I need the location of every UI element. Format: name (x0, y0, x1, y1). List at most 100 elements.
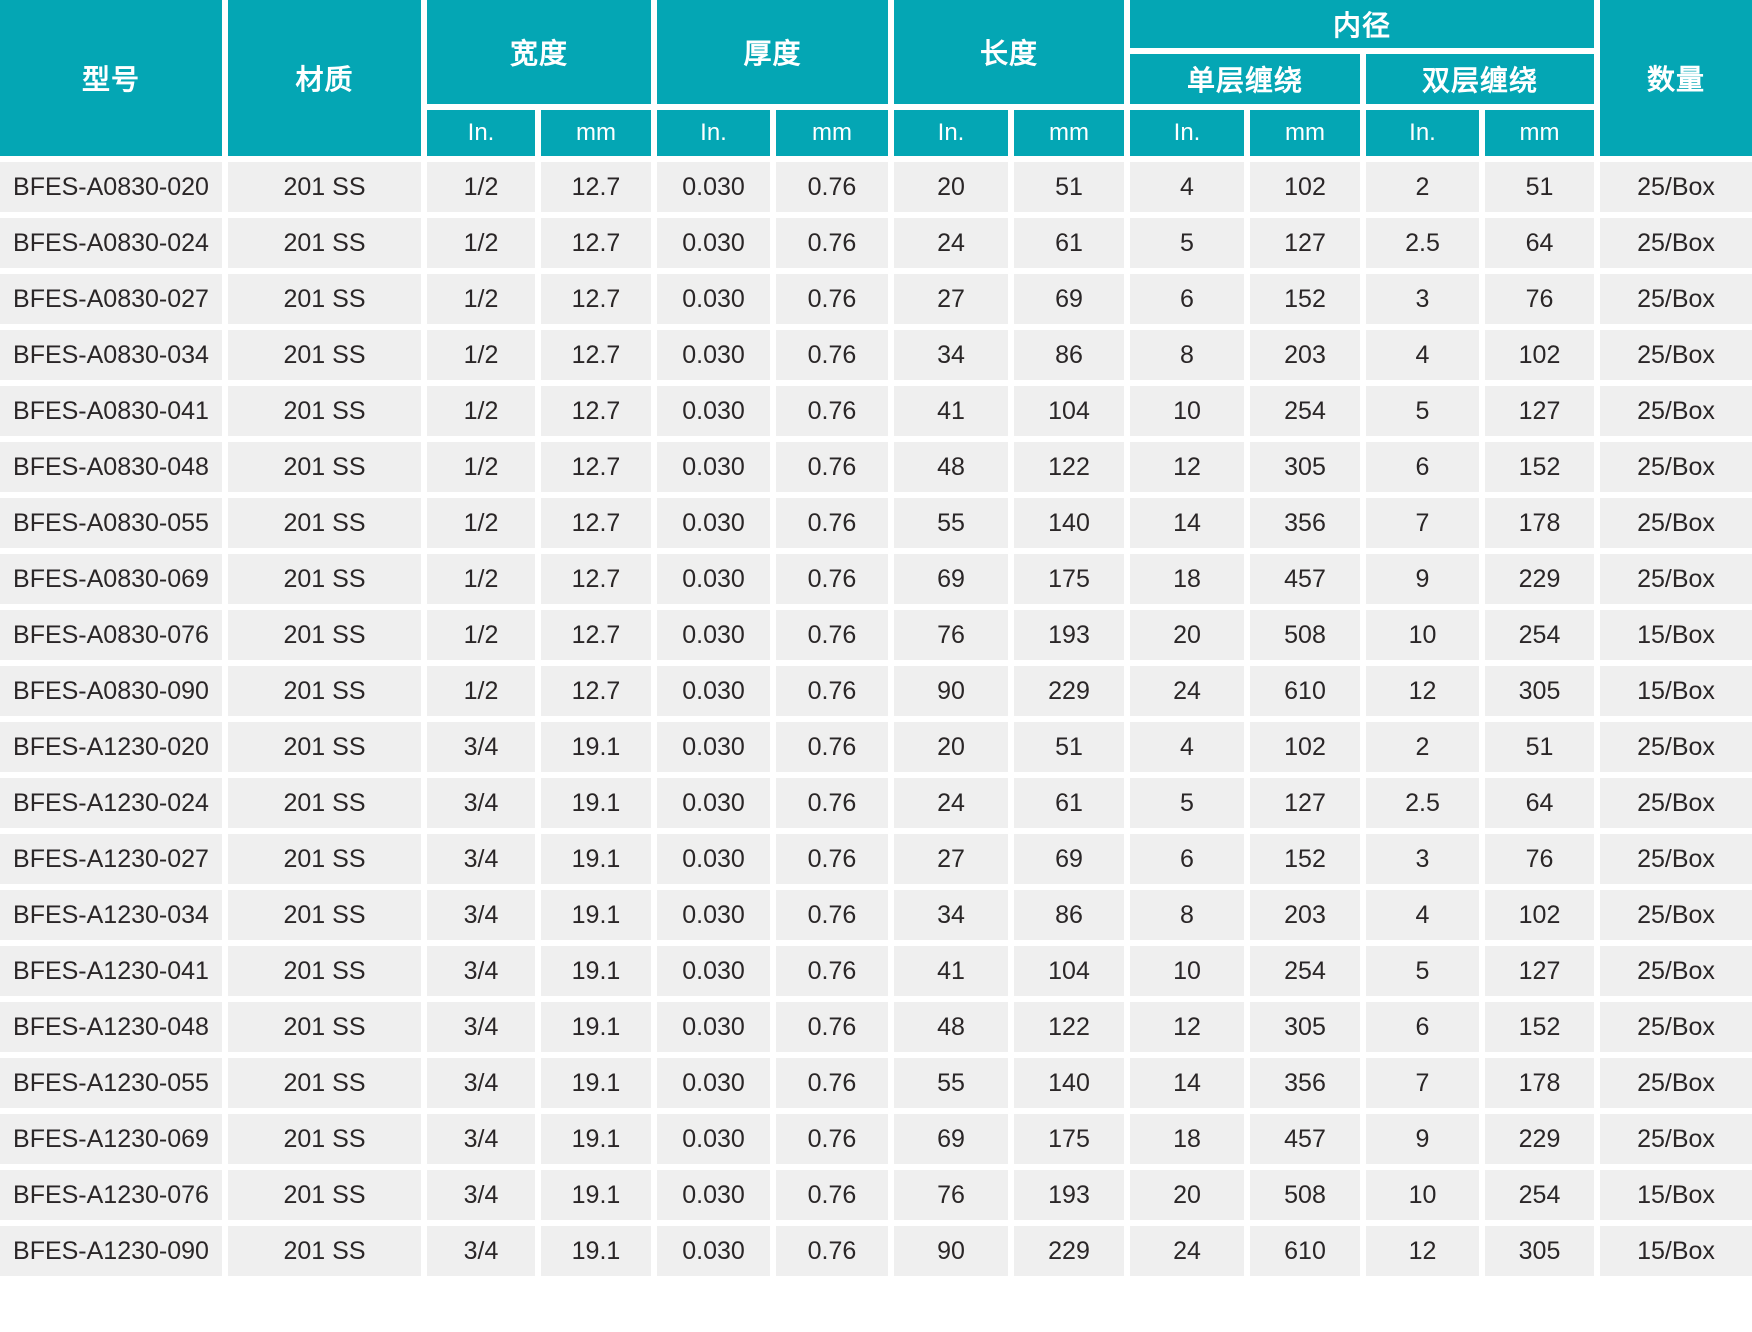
cell-thickness_in: 0.030 (657, 722, 770, 772)
cell-model: BFES-A1230-041 (0, 946, 222, 996)
cell-width_mm: 19.1 (541, 722, 651, 772)
cell-quantity: 25/Box (1600, 162, 1752, 212)
cell-thickness_mm: 0.76 (776, 1170, 888, 1220)
cell-thickness_mm: 0.76 (776, 274, 888, 324)
header-width-mm: mm (541, 110, 651, 156)
cell-length_in: 27 (894, 834, 1008, 884)
cell-single_mm: 152 (1250, 834, 1360, 884)
cell-single_in: 14 (1130, 1058, 1244, 1108)
table-row: BFES-A0830-090 201 SS 1/2 12.7 0.030 0.76 90 22… (0, 666, 1752, 716)
cell-width_mm: 19.1 (541, 890, 651, 940)
cell-single_mm: 610 (1250, 1226, 1360, 1276)
cell-length_in: 24 (894, 778, 1008, 828)
cell-length_in: 34 (894, 330, 1008, 380)
cell-width_mm: 12.7 (541, 330, 651, 380)
table-row: BFES-A0830-055 201 SS 1/2 12.7 0.030 0.76 55 14… (0, 498, 1752, 548)
cell-double_in: 3 (1366, 834, 1479, 884)
cell-length_mm: 69 (1014, 834, 1124, 884)
cell-length_mm: 175 (1014, 1114, 1124, 1164)
cell-double_mm: 102 (1485, 330, 1594, 380)
cell-material: 201 SS (228, 1226, 421, 1276)
cell-model: BFES-A1230-055 (0, 1058, 222, 1108)
product-spec-table: 型号 材质 宽度 厚度 长度 内径 数量 单层缠绕 双层缠绕 In. mm In… (0, 0, 1752, 1276)
cell-single_mm: 152 (1250, 274, 1360, 324)
cell-model: BFES-A0830-090 (0, 666, 222, 716)
cell-model: BFES-A0830-027 (0, 274, 222, 324)
cell-length_in: 90 (894, 666, 1008, 716)
cell-model: BFES-A0830-076 (0, 610, 222, 660)
header-inner-diameter: 内径 (1130, 0, 1594, 48)
cell-double_mm: 305 (1485, 1226, 1594, 1276)
cell-model: BFES-A1230-048 (0, 1002, 222, 1052)
table-row: BFES-A0830-041 201 SS 1/2 12.7 0.030 0.76 41 10… (0, 386, 1752, 436)
cell-model: BFES-A0830-020 (0, 162, 222, 212)
cell-width_mm: 19.1 (541, 1058, 651, 1108)
cell-length_mm: 229 (1014, 666, 1124, 716)
cell-length_mm: 193 (1014, 1170, 1124, 1220)
cell-single_mm: 610 (1250, 666, 1360, 716)
table-row: BFES-A1230-041 201 SS 3/4 19.1 0.030 0.76 41 10… (0, 946, 1752, 996)
cell-thickness_in: 0.030 (657, 1058, 770, 1108)
cell-double_in: 6 (1366, 442, 1479, 492)
cell-model: BFES-A0830-024 (0, 218, 222, 268)
header-double-mm: mm (1485, 110, 1594, 156)
cell-length_in: 20 (894, 162, 1008, 212)
cell-quantity: 25/Box (1600, 498, 1752, 548)
cell-single_mm: 305 (1250, 1002, 1360, 1052)
cell-double_mm: 64 (1485, 218, 1594, 268)
table-row: BFES-A0830-076 201 SS 1/2 12.7 0.030 0.76 76 19… (0, 610, 1752, 660)
cell-thickness_in: 0.030 (657, 1170, 770, 1220)
cell-material: 201 SS (228, 1114, 421, 1164)
cell-quantity: 15/Box (1600, 666, 1752, 716)
cell-thickness_in: 0.030 (657, 498, 770, 548)
cell-double_mm: 64 (1485, 778, 1594, 828)
cell-width_mm: 19.1 (541, 946, 651, 996)
cell-thickness_mm: 0.76 (776, 162, 888, 212)
header-length-in: In. (894, 110, 1008, 156)
cell-length_in: 20 (894, 722, 1008, 772)
cell-thickness_in: 0.030 (657, 666, 770, 716)
cell-thickness_in: 0.030 (657, 778, 770, 828)
table-row: BFES-A0830-024 201 SS 1/2 12.7 0.030 0.76 24 61… (0, 218, 1752, 268)
cell-thickness_in: 0.030 (657, 554, 770, 604)
cell-quantity: 25/Box (1600, 218, 1752, 268)
cell-width_mm: 19.1 (541, 778, 651, 828)
cell-double_in: 2.5 (1366, 778, 1479, 828)
table-row: BFES-A1230-020 201 SS 3/4 19.1 0.030 0.76 20 51… (0, 722, 1752, 772)
cell-width_in: 3/4 (427, 722, 535, 772)
cell-length_mm: 51 (1014, 722, 1124, 772)
header-double-wrap: 双层缠绕 (1366, 54, 1594, 104)
cell-double_mm: 305 (1485, 666, 1594, 716)
cell-material: 201 SS (228, 890, 421, 940)
cell-double_mm: 229 (1485, 554, 1594, 604)
cell-width_in: 1/2 (427, 498, 535, 548)
cell-thickness_mm: 0.76 (776, 778, 888, 828)
cell-single_in: 10 (1130, 386, 1244, 436)
cell-double_mm: 102 (1485, 890, 1594, 940)
cell-width_mm: 19.1 (541, 1114, 651, 1164)
cell-thickness_mm: 0.76 (776, 1002, 888, 1052)
cell-double_in: 7 (1366, 498, 1479, 548)
cell-length_in: 55 (894, 498, 1008, 548)
cell-width_in: 3/4 (427, 1002, 535, 1052)
cell-double_in: 5 (1366, 386, 1479, 436)
cell-length_in: 48 (894, 1002, 1008, 1052)
cell-model: BFES-A0830-069 (0, 554, 222, 604)
cell-quantity: 15/Box (1600, 610, 1752, 660)
cell-single_in: 8 (1130, 890, 1244, 940)
cell-single_mm: 203 (1250, 890, 1360, 940)
cell-single_in: 18 (1130, 1114, 1244, 1164)
cell-model: BFES-A1230-069 (0, 1114, 222, 1164)
cell-single_mm: 102 (1250, 162, 1360, 212)
cell-thickness_mm: 0.76 (776, 330, 888, 380)
cell-single_in: 18 (1130, 554, 1244, 604)
cell-material: 201 SS (228, 1170, 421, 1220)
cell-width_in: 1/2 (427, 442, 535, 492)
cell-quantity: 25/Box (1600, 946, 1752, 996)
cell-model: BFES-A0830-034 (0, 330, 222, 380)
cell-double_in: 4 (1366, 330, 1479, 380)
cell-length_mm: 86 (1014, 330, 1124, 380)
cell-material: 201 SS (228, 386, 421, 436)
header-single-in: In. (1130, 110, 1244, 156)
cell-length_mm: 61 (1014, 778, 1124, 828)
